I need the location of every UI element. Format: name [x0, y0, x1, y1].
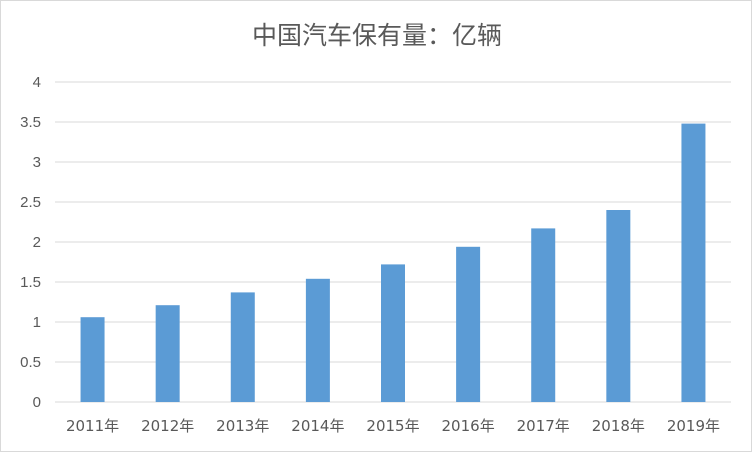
y-tick-label: 3	[33, 154, 41, 171]
bar	[681, 123, 706, 402]
x-tick-label: 2011年	[66, 417, 119, 435]
x-tick-label: 2012年	[141, 417, 194, 435]
chart-title: 中国汽车保有量：亿辆	[252, 21, 502, 50]
y-tick-label: 1.5	[20, 274, 41, 291]
y-tick-label: 4	[33, 74, 41, 91]
x-tick-label: 2018年	[592, 417, 645, 435]
bar	[155, 305, 180, 402]
x-tick-label: 2017年	[517, 417, 570, 435]
y-tick-label: 0.5	[20, 354, 41, 371]
y-axis-ticks: 0 0.5 1 1.5 2 2.5 3 3.5 4	[20, 74, 41, 411]
x-tick-label: 2014年	[291, 417, 344, 435]
x-tick-label: 2013年	[216, 417, 269, 435]
y-tick-label: 2.5	[20, 194, 41, 211]
bar	[531, 228, 556, 402]
bar	[305, 278, 330, 402]
bar	[456, 246, 481, 402]
y-tick-label: 2	[33, 234, 41, 251]
x-tick-label: 2016年	[442, 417, 495, 435]
y-tick-label: 1	[33, 314, 41, 331]
bar	[80, 317, 105, 402]
bar	[230, 292, 255, 402]
bar	[381, 264, 405, 402]
bar	[606, 210, 631, 402]
bar-series	[80, 123, 706, 402]
y-tick-label: 0	[33, 394, 41, 411]
x-tick-label: 2015年	[366, 417, 419, 435]
y-tick-label: 3.5	[20, 114, 41, 131]
x-tick-label: 2019年	[667, 417, 720, 435]
x-axis-labels: 2011年 2012年 2013年 2014年 2015年 2016年 2017年 2018年…	[66, 417, 720, 435]
